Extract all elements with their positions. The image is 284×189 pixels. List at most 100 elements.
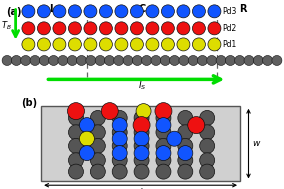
Circle shape	[177, 5, 190, 18]
Circle shape	[11, 56, 21, 65]
Circle shape	[68, 110, 83, 125]
Circle shape	[90, 125, 105, 140]
Circle shape	[22, 5, 35, 18]
Circle shape	[156, 118, 171, 133]
Circle shape	[95, 56, 105, 65]
Text: Pd2: Pd2	[222, 24, 236, 33]
Circle shape	[188, 117, 205, 134]
Circle shape	[99, 5, 112, 18]
Circle shape	[156, 164, 171, 179]
Circle shape	[193, 38, 205, 51]
Text: w: w	[252, 139, 260, 148]
Circle shape	[80, 146, 94, 161]
Circle shape	[86, 56, 96, 65]
Circle shape	[112, 164, 127, 179]
Circle shape	[136, 104, 151, 119]
Circle shape	[208, 38, 221, 51]
Text: l: l	[139, 188, 142, 189]
Circle shape	[105, 56, 114, 65]
Circle shape	[134, 125, 149, 140]
Circle shape	[207, 56, 217, 65]
Circle shape	[39, 56, 49, 65]
Circle shape	[68, 22, 82, 35]
Circle shape	[132, 56, 142, 65]
Text: $I_S$: $I_S$	[138, 80, 146, 92]
Text: C: C	[138, 4, 146, 14]
Circle shape	[161, 5, 174, 18]
Circle shape	[156, 125, 171, 140]
Circle shape	[272, 56, 282, 65]
Circle shape	[134, 146, 149, 161]
Circle shape	[156, 153, 171, 168]
Circle shape	[244, 56, 254, 65]
Circle shape	[177, 38, 190, 51]
Circle shape	[167, 131, 182, 146]
Circle shape	[37, 38, 50, 51]
Circle shape	[112, 131, 127, 146]
Circle shape	[112, 138, 127, 153]
Circle shape	[134, 131, 149, 146]
Circle shape	[160, 56, 170, 65]
Circle shape	[84, 5, 97, 18]
Circle shape	[49, 56, 59, 65]
Circle shape	[115, 38, 128, 51]
Circle shape	[178, 110, 193, 125]
Circle shape	[208, 5, 221, 18]
Circle shape	[112, 118, 127, 133]
Circle shape	[161, 38, 174, 51]
Text: L: L	[49, 4, 56, 14]
Circle shape	[130, 5, 143, 18]
Circle shape	[142, 56, 152, 65]
Circle shape	[200, 138, 215, 153]
Circle shape	[134, 164, 149, 179]
Circle shape	[200, 153, 215, 168]
Circle shape	[22, 22, 35, 35]
Circle shape	[112, 125, 127, 140]
Circle shape	[177, 22, 190, 35]
Circle shape	[133, 117, 150, 134]
Circle shape	[263, 56, 273, 65]
Circle shape	[68, 103, 84, 120]
Circle shape	[114, 56, 124, 65]
Circle shape	[179, 56, 189, 65]
Circle shape	[22, 38, 35, 51]
Text: $T_B$: $T_B$	[1, 19, 12, 32]
Circle shape	[99, 38, 112, 51]
Text: Pd1: Pd1	[222, 40, 236, 49]
Circle shape	[112, 153, 127, 168]
Circle shape	[134, 153, 149, 168]
Circle shape	[99, 22, 112, 35]
Circle shape	[197, 56, 208, 65]
Circle shape	[101, 103, 118, 120]
Circle shape	[130, 22, 143, 35]
Circle shape	[80, 118, 94, 133]
Circle shape	[58, 56, 68, 65]
Circle shape	[37, 5, 50, 18]
Circle shape	[178, 146, 193, 161]
Circle shape	[90, 138, 105, 153]
Circle shape	[253, 56, 263, 65]
Circle shape	[156, 138, 171, 153]
Circle shape	[90, 153, 105, 168]
Circle shape	[161, 22, 174, 35]
Circle shape	[84, 38, 97, 51]
Circle shape	[53, 5, 66, 18]
Circle shape	[156, 110, 171, 125]
Circle shape	[178, 138, 193, 153]
Circle shape	[188, 56, 198, 65]
Circle shape	[134, 138, 149, 153]
Circle shape	[68, 38, 82, 51]
Circle shape	[225, 56, 235, 65]
Circle shape	[178, 164, 193, 179]
Circle shape	[146, 22, 159, 35]
Circle shape	[200, 110, 215, 125]
Circle shape	[208, 22, 221, 35]
Circle shape	[146, 38, 159, 51]
Text: (a): (a)	[6, 7, 21, 17]
Circle shape	[90, 110, 105, 125]
Circle shape	[115, 5, 128, 18]
Circle shape	[216, 56, 226, 65]
Circle shape	[30, 56, 40, 65]
Text: (b): (b)	[21, 98, 37, 108]
Circle shape	[235, 56, 245, 65]
